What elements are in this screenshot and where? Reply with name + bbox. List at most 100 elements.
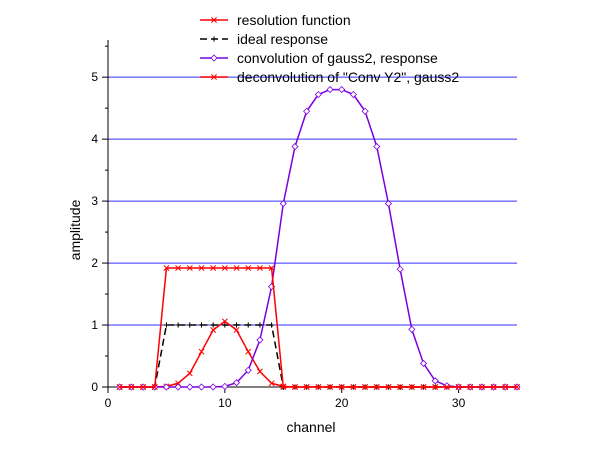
- legend-item-1: ideal response: [200, 31, 328, 47]
- series-line-0: [119, 320, 517, 388]
- legend-item-3: deconvolution of "Conv Y2", gauss2: [200, 69, 459, 85]
- legend-marker: [211, 17, 217, 23]
- data-point: [327, 384, 333, 390]
- data-point: [233, 327, 240, 333]
- data-point: [420, 384, 427, 390]
- y-axis-label: amplitude: [67, 199, 83, 260]
- data-point: [256, 336, 264, 344]
- data-point: [397, 384, 404, 390]
- data-point: [455, 384, 462, 390]
- data-point: [514, 384, 520, 390]
- data-point: [269, 322, 275, 328]
- data-point: [232, 379, 241, 387]
- data-point: [128, 384, 135, 390]
- data-point: [175, 380, 182, 387]
- data-point: [221, 382, 229, 390]
- data-point: [197, 383, 206, 391]
- data-point: [210, 327, 217, 333]
- legend-marker: [211, 74, 217, 80]
- legend-label-0: resolution function: [237, 12, 351, 28]
- data-point: [419, 359, 428, 368]
- y-tick-label-3: 3: [91, 194, 98, 208]
- legend-item-2: convolution of gauss2, response: [200, 50, 438, 66]
- data-point: [408, 384, 415, 390]
- y-tick-label-4: 4: [91, 132, 98, 146]
- data-point: [303, 107, 311, 115]
- data-point: [245, 322, 251, 328]
- data-point: [140, 384, 147, 390]
- data-point: [151, 384, 158, 390]
- data-point: [163, 265, 170, 271]
- data-point: [362, 384, 369, 390]
- data-point: [268, 380, 275, 387]
- data-point: [431, 377, 439, 385]
- data-point: [221, 265, 228, 271]
- data-point: [338, 86, 346, 94]
- data-point: [268, 265, 275, 271]
- data-point: [162, 383, 170, 391]
- y-tick-label-2: 2: [91, 256, 98, 270]
- grid-layer: [108, 76, 517, 326]
- series-line-2: [119, 88, 517, 388]
- x-tick-label-20: 20: [335, 396, 349, 410]
- legend-marker: [210, 54, 218, 62]
- series-layer: [116, 86, 521, 391]
- data-point: [385, 384, 392, 390]
- data-point: [373, 143, 381, 151]
- data-point: [478, 384, 485, 390]
- data-point: [186, 265, 193, 271]
- series-1: [117, 322, 520, 390]
- data-point: [502, 384, 509, 390]
- x-tick-label-30: 30: [452, 396, 466, 410]
- data-point: [198, 322, 205, 328]
- data-point: [408, 325, 416, 333]
- data-point: [443, 382, 451, 390]
- data-point: [467, 384, 474, 390]
- x-tick-label-0: 0: [105, 396, 112, 410]
- data-point: [175, 322, 181, 328]
- data-point: [280, 384, 287, 390]
- data-point: [396, 265, 404, 273]
- series-line-3: [119, 267, 517, 388]
- y-tick-label-0: 0: [91, 380, 98, 394]
- legend-label-1: ideal response: [237, 31, 328, 47]
- data-point: [209, 383, 217, 391]
- data-point: [291, 143, 299, 151]
- data-point: [361, 107, 369, 115]
- data-point: [210, 265, 217, 271]
- y-tick-label-1: 1: [91, 318, 98, 332]
- data-point: [175, 265, 182, 271]
- data-point: [432, 384, 439, 390]
- data-point: [233, 265, 240, 271]
- data-point: [443, 384, 450, 390]
- data-point: [174, 383, 182, 391]
- data-point: [210, 322, 216, 328]
- data-point: [245, 265, 252, 271]
- data-point: [350, 384, 357, 390]
- legend-label-2: convolution of gauss2, response: [237, 50, 438, 66]
- data-point: [490, 384, 497, 390]
- data-point: [233, 322, 240, 328]
- data-point: [303, 384, 310, 390]
- data-point: [116, 384, 123, 390]
- data-point: [198, 348, 205, 355]
- data-point: [314, 90, 322, 99]
- data-point: [279, 200, 287, 208]
- data-point: [186, 370, 193, 377]
- data-point: [222, 322, 228, 328]
- data-point: [244, 366, 252, 374]
- x-axis-label: channel: [286, 419, 335, 435]
- legend-marker: [211, 36, 217, 42]
- legend-item-0: resolution function: [200, 12, 351, 28]
- data-point: [349, 90, 357, 99]
- y-tick-label-5: 5: [91, 70, 98, 84]
- legend: resolution function ideal response convolu…: [200, 12, 459, 85]
- data-point: [384, 200, 393, 208]
- axes-layer: 0 10 20 30 0 1 2 3 4 5: [91, 40, 517, 410]
- data-point: [373, 384, 380, 390]
- series-0: [116, 318, 520, 390]
- data-point: [163, 322, 170, 328]
- data-point: [187, 322, 193, 328]
